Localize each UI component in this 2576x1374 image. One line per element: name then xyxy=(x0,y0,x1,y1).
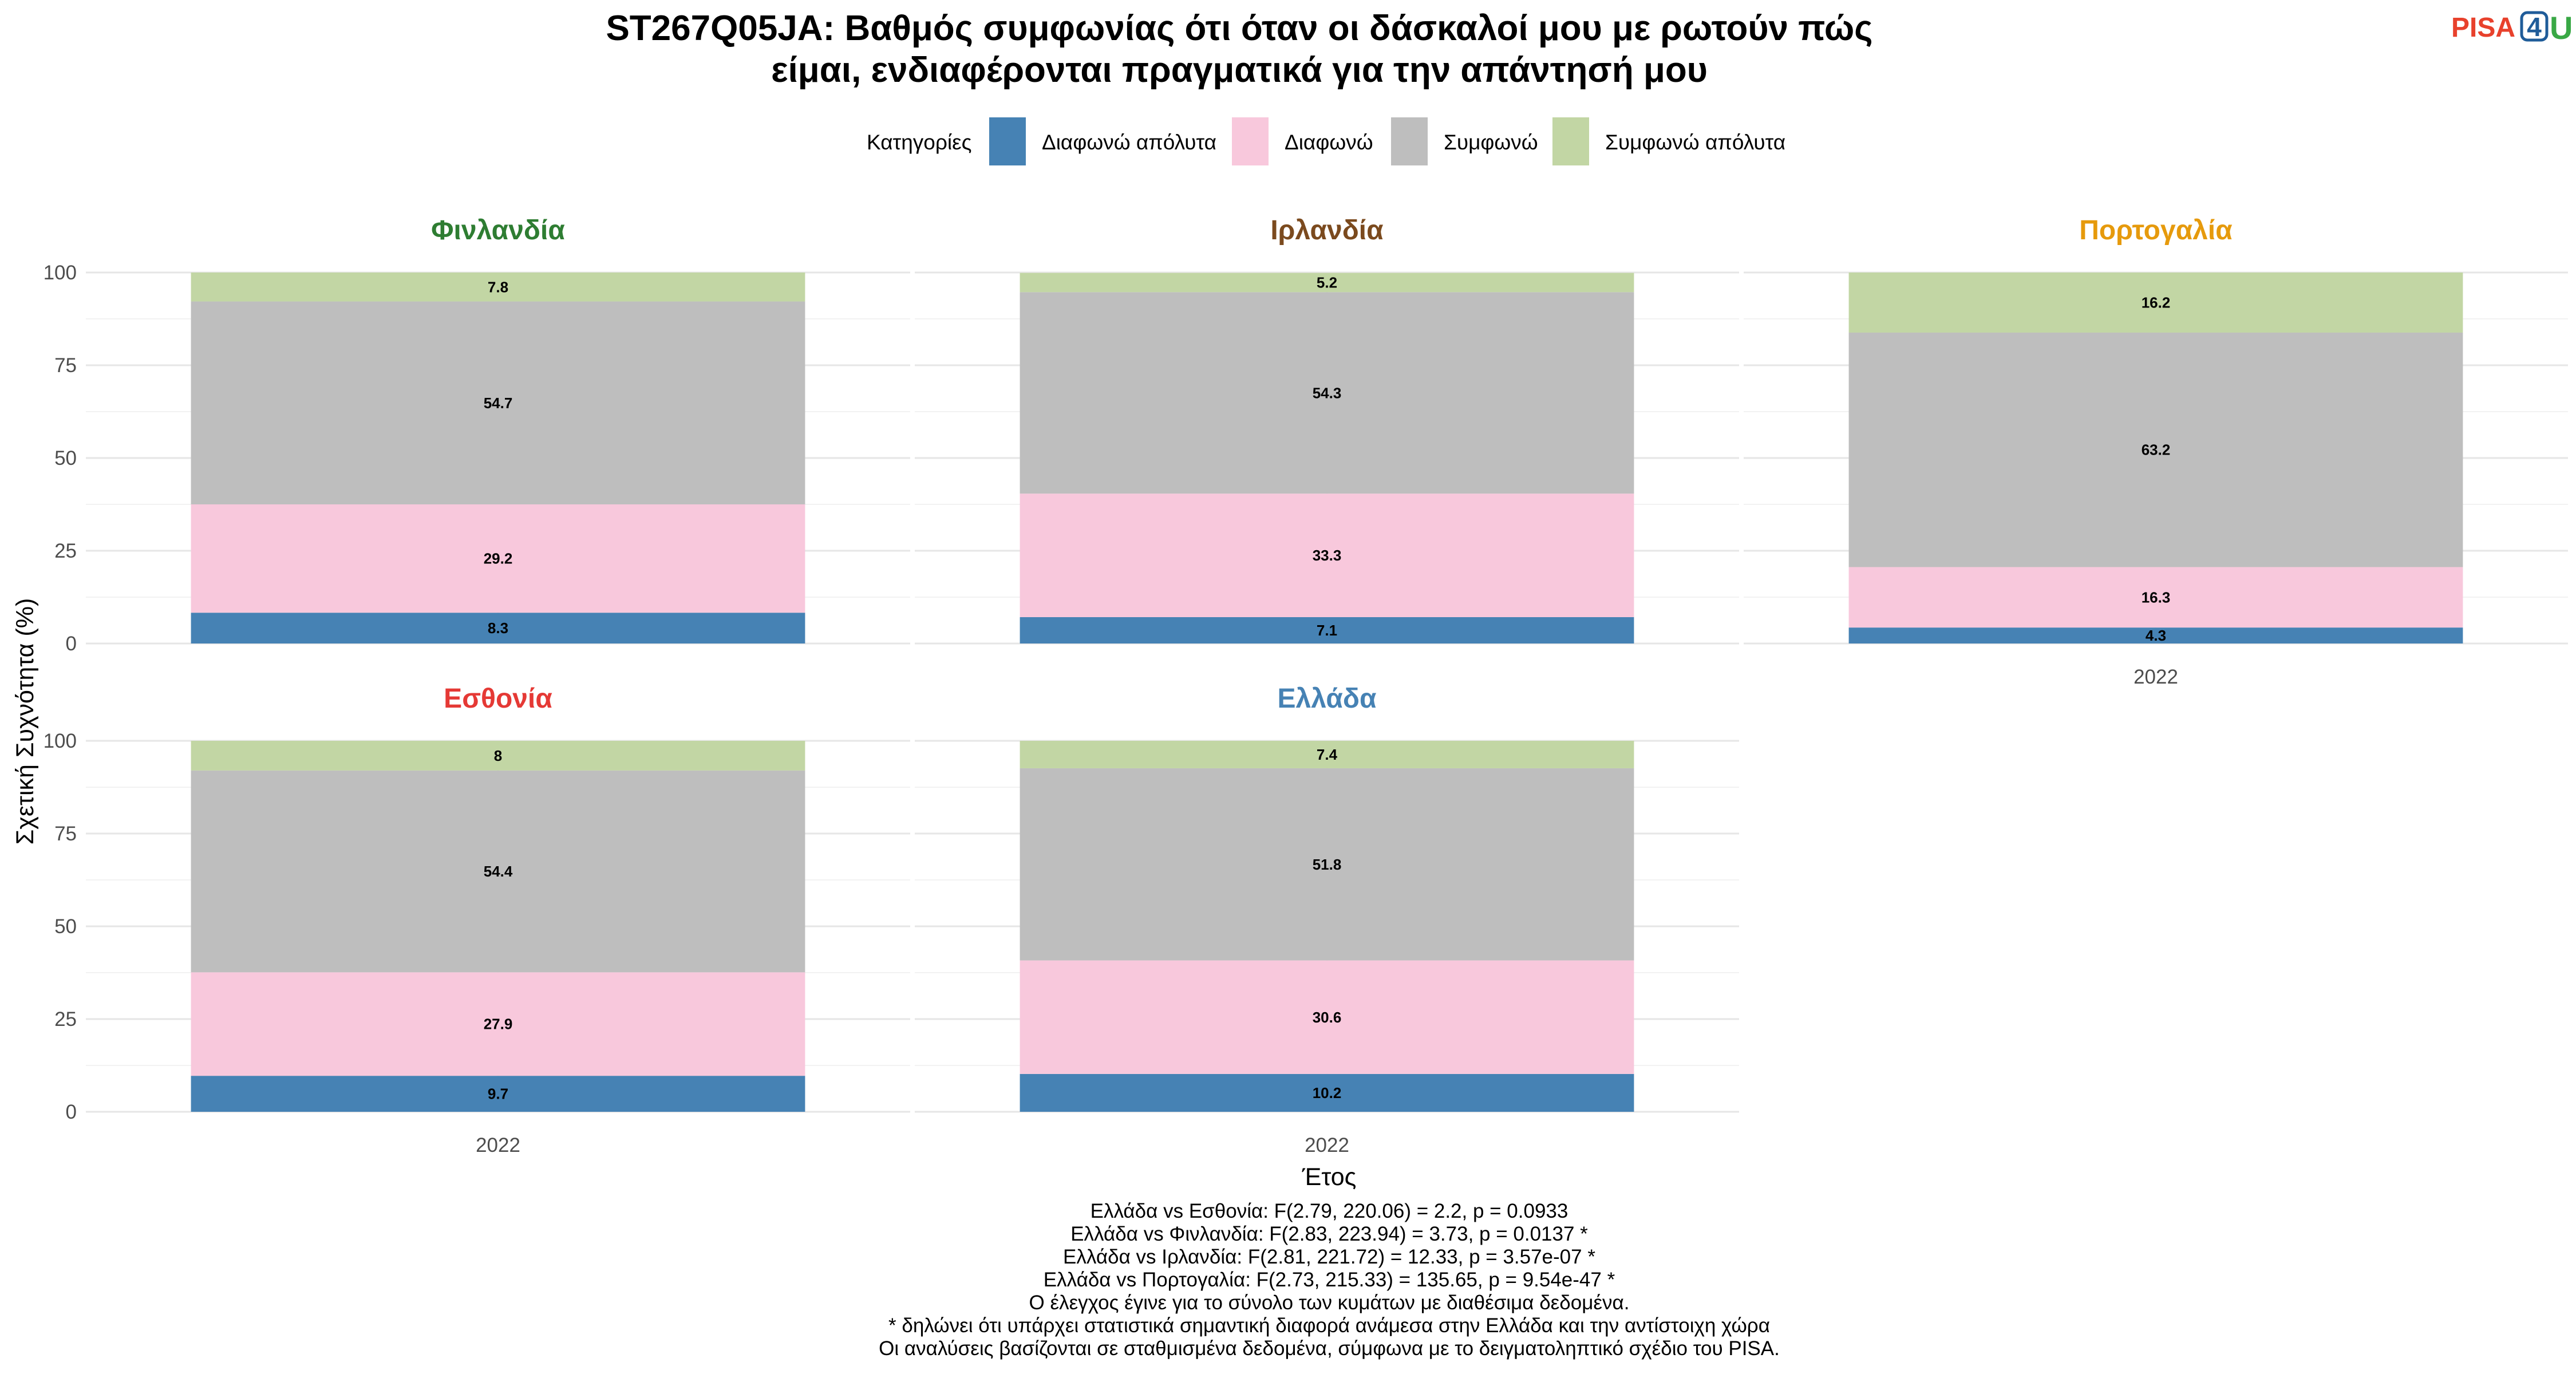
bar-value-label: 30.6 xyxy=(1313,1009,1342,1026)
bar-value-label: 7.4 xyxy=(1317,746,1338,763)
bar-value-label: 8 xyxy=(494,747,502,764)
bar-value-label: 63.2 xyxy=(2142,441,2171,459)
y-tick-label: 25 xyxy=(54,1008,77,1030)
logo-text-pisa: PISA xyxy=(2451,13,2515,43)
bar-segment xyxy=(191,613,805,643)
logo-text-u: U xyxy=(2550,10,2573,46)
logo-text-4: 4 xyxy=(2527,12,2542,42)
legend-key-3 xyxy=(1391,117,1428,165)
facet-panel-5: Ελλάδα 10.2 30.6 51.8 7.4 2022 xyxy=(915,684,1739,1156)
y-tick-label: 50 xyxy=(54,447,77,469)
y-tick-label: 75 xyxy=(54,823,77,845)
chart-title: ST267Q05JA: Βαθμός συμφωνίας ότι όταν οι… xyxy=(606,9,1872,90)
bar-value-label: 10.2 xyxy=(1313,1084,1342,1101)
y-tick-label: 75 xyxy=(54,354,77,377)
bar-segment xyxy=(191,972,805,1076)
title-line-2: είμαι, ενδιαφέρονται πραγματικά για την … xyxy=(771,50,1708,90)
y-tick-label: 0 xyxy=(66,1101,77,1123)
bar-segment xyxy=(1020,768,1634,961)
legend-key-1 xyxy=(989,117,1026,165)
x-tick-label: 2022 xyxy=(476,1134,520,1156)
bar-value-label: 9.7 xyxy=(488,1085,508,1103)
bar-value-label: 29.2 xyxy=(484,550,513,567)
bar-value-label: 51.8 xyxy=(1313,856,1342,873)
x-axis-title: Έτος xyxy=(1302,1163,1357,1191)
bar-value-label: 54.3 xyxy=(1313,384,1342,401)
y-axis-title: Σχετική Συχνότητα (%) xyxy=(11,598,39,845)
y-tick-label: 100 xyxy=(44,730,77,752)
facet-title: Ιρλανδία xyxy=(1270,215,1384,246)
bar-value-label: 33.3 xyxy=(1313,547,1342,564)
x-tick-label: 2022 xyxy=(1305,1134,1349,1156)
bar-value-label: 4.3 xyxy=(2146,627,2166,644)
legend-label-2: Διαφωνώ xyxy=(1285,131,1373,154)
bar-segment xyxy=(191,741,805,771)
bar-value-label: 27.9 xyxy=(484,1016,513,1033)
bar-segment xyxy=(1020,273,1634,293)
legend-title: Κατηγορίες xyxy=(867,131,971,154)
legend-label-4: Συμφωνώ απόλυτα xyxy=(1605,131,1785,154)
notes: Ελλάδα vs Εσθονία: F(2.79, 220.06) = 2.2… xyxy=(879,1200,1780,1360)
legend-key-2 xyxy=(1232,117,1269,165)
note-line: Ελλάδα vs Φινλανδία: F(2.83, 223.94) = 3… xyxy=(1070,1223,1588,1245)
y-tick-label: 25 xyxy=(54,540,77,562)
note-line: Ελλάδα vs Εσθονία: F(2.79, 220.06) = 2.2… xyxy=(1091,1200,1568,1222)
bar-value-label: 16.3 xyxy=(2142,589,2171,606)
title-line-1: ST267Q05JA: Βαθμός συμφωνίας ότι όταν οι… xyxy=(606,9,1872,48)
bar-value-label: 7.8 xyxy=(488,278,508,295)
bar-segment xyxy=(191,504,805,613)
note-line: * δηλώνει ότι υπάρχει στατιστικά σημαντι… xyxy=(888,1314,1770,1337)
bar-segment xyxy=(1848,567,2463,628)
bar-segment xyxy=(1848,332,2463,567)
note-line: Ελλάδα vs Πορτογαλία: F(2.73, 215.33) = … xyxy=(1044,1269,1615,1291)
legend-key-4 xyxy=(1552,117,1589,165)
facet-title: Πορτογαλία xyxy=(2079,215,2233,246)
facet-title: Εσθονία xyxy=(444,684,552,714)
legend: Κατηγορίες Διαφωνώ απόλυτα Διαφωνώ Συμφωνώ… xyxy=(867,117,1785,165)
bar-value-label: 54.4 xyxy=(484,863,513,880)
legend-label-1: Διαφωνώ απόλυτα xyxy=(1042,131,1216,154)
y-tick-label: 50 xyxy=(54,915,77,938)
note-line: Ο έλεγχος έγινε για το σύνολο των κυμάτω… xyxy=(1029,1292,1630,1314)
bar-value-label: 16.2 xyxy=(2142,294,2171,311)
bar-segment xyxy=(191,273,805,302)
bar-value-label: 54.7 xyxy=(484,394,513,412)
bar-segment xyxy=(191,1076,805,1112)
pisa4u-logo: PISA 4 U xyxy=(2451,10,2573,46)
bar-segment xyxy=(1020,960,1634,1074)
legend-label-3: Συμφωνώ xyxy=(1444,131,1538,154)
facets: Φινλανδία 8.3 29.2 54.7 7.8 0 25 50 75 100 Ιρλανδί… xyxy=(44,215,2568,1156)
bar-segment xyxy=(1020,1073,1634,1112)
bar-segment xyxy=(1020,292,1634,494)
facet-title: Φινλανδία xyxy=(431,215,565,246)
logo-box-icon xyxy=(2520,11,2549,42)
bar-segment xyxy=(1848,273,2463,333)
facet-title: Ελλάδα xyxy=(1278,684,1377,714)
bar-segment xyxy=(1020,741,1634,768)
facet-panel-3: Πορτογαλία 4.3 16.3 63.2 16.2 2022 xyxy=(1744,215,2568,688)
y-tick-label: 0 xyxy=(66,633,77,655)
y-tick-label: 100 xyxy=(44,262,77,284)
bar-value-label: 5.2 xyxy=(1317,274,1337,291)
bar-segment xyxy=(191,301,805,504)
bar-segment xyxy=(191,770,805,973)
facet-panel-4: Εσθονία 9.7 27.9 54.4 8 0 25 50 75 100 2022 xyxy=(44,684,910,1156)
x-tick-label: 2022 xyxy=(2134,666,2178,688)
bar-value-label: 8.3 xyxy=(488,619,508,637)
bar-value-label: 7.1 xyxy=(1317,622,1337,639)
note-line: Οι αναλύσεις βασίζονται σε σταθμισμένα δ… xyxy=(879,1337,1780,1360)
note-line: Ελλάδα vs Ιρλανδία: F(2.81, 221.72) = 12… xyxy=(1063,1246,1595,1268)
bar-segment xyxy=(1848,627,2463,643)
facet-panel-2: Ιρλανδία 7.1 33.3 54.3 5.2 xyxy=(915,215,1739,645)
bar-segment xyxy=(1020,493,1634,617)
facet-panel-1: Φινλανδία 8.3 29.2 54.7 7.8 0 25 50 75 100 xyxy=(44,215,910,655)
bar-segment xyxy=(1020,617,1634,643)
